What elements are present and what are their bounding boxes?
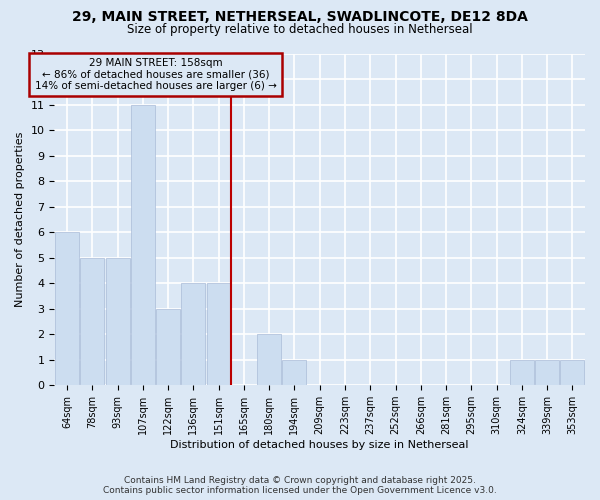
Bar: [181, 284, 205, 385]
Bar: [131, 105, 155, 385]
Text: Size of property relative to detached houses in Netherseal: Size of property relative to detached ho…: [127, 22, 473, 36]
Text: 29 MAIN STREET: 158sqm
← 86% of detached houses are smaller (36)
14% of semi-det: 29 MAIN STREET: 158sqm ← 86% of detached…: [35, 58, 277, 91]
Y-axis label: Number of detached properties: Number of detached properties: [15, 132, 25, 308]
Bar: [80, 258, 104, 385]
Text: 29, MAIN STREET, NETHERSEAL, SWADLINCOTE, DE12 8DA: 29, MAIN STREET, NETHERSEAL, SWADLINCOTE…: [72, 10, 528, 24]
Bar: [106, 258, 130, 385]
Bar: [206, 284, 230, 385]
Text: Contains HM Land Registry data © Crown copyright and database right 2025.
Contai: Contains HM Land Registry data © Crown c…: [103, 476, 497, 495]
X-axis label: Distribution of detached houses by size in Netherseal: Distribution of detached houses by size …: [170, 440, 469, 450]
Bar: [55, 232, 79, 385]
Bar: [560, 360, 584, 385]
Bar: [535, 360, 559, 385]
Bar: [156, 309, 180, 385]
Bar: [283, 360, 307, 385]
Bar: [510, 360, 534, 385]
Bar: [257, 334, 281, 385]
